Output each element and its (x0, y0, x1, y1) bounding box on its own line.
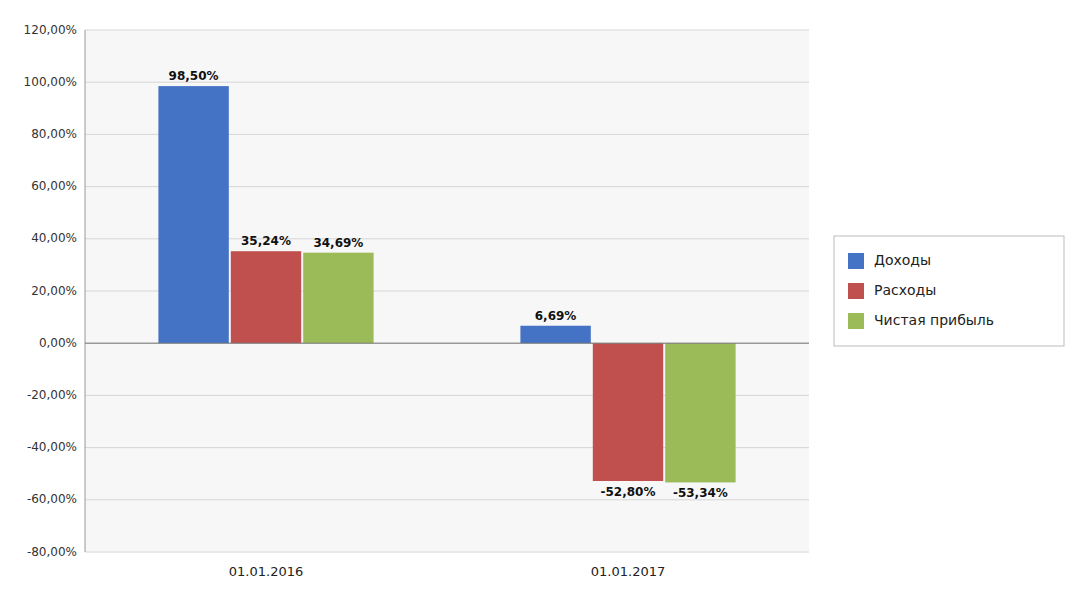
y-tick-label: 0,00% (39, 336, 77, 350)
bar (303, 253, 373, 344)
bars (158, 86, 735, 482)
data-label: 35,24% (241, 234, 291, 248)
y-tick-label: 100,00% (24, 75, 77, 89)
chart-svg: -80,00% -60,00% -40,00% -20,00% 0,00% 20,00% 4… (0, 0, 1079, 602)
y-tick-label: -60,00% (27, 492, 77, 506)
y-tick-label: 60,00% (31, 179, 77, 193)
legend-label: Доходы (874, 252, 931, 268)
zero-line (85, 343, 809, 344)
x-tick-label: 01.01.2017 (591, 564, 665, 579)
data-label: -53,34% (673, 486, 728, 500)
legend-label: Чистая прибыль (874, 312, 994, 328)
page: {"chart_data": { "type": "bar", "categor… (0, 0, 1079, 602)
bar (665, 343, 735, 482)
x-tick-label: 01.01.2016 (229, 564, 303, 579)
data-labels: 98,50% 6,69% 35,24% -52,80% 34,69% -53,34% (169, 69, 728, 500)
x-axis: 01.01.2016 01.01.2017 (229, 564, 665, 579)
y-tick-label: -80,00% (27, 545, 77, 559)
y-tick-label: 80,00% (31, 127, 77, 141)
legend: Доходы Расходы Чистая прибыль (834, 236, 1064, 346)
data-label: 34,69% (313, 236, 363, 250)
legend-swatch (848, 313, 864, 329)
data-label: 98,50% (169, 69, 219, 83)
y-axis: -80,00% -60,00% -40,00% -20,00% 0,00% 20,00% 4… (24, 23, 809, 559)
bar (593, 343, 663, 481)
grid-line (85, 30, 809, 31)
plot-background (85, 30, 809, 552)
legend-swatch (848, 283, 864, 299)
y-axis-line (85, 30, 86, 552)
y-tick-label: -20,00% (27, 388, 77, 402)
y-tick-label: 40,00% (31, 231, 77, 245)
chart-container: -80,00% -60,00% -40,00% -20,00% 0,00% 20,00% 4… (0, 0, 1079, 602)
y-tick-label: 20,00% (31, 284, 77, 298)
data-label: -52,80% (601, 485, 656, 499)
bar (520, 326, 590, 343)
bar (231, 251, 301, 343)
y-tick-label: -40,00% (27, 440, 77, 454)
legend-label: Расходы (874, 282, 936, 298)
grid-line (85, 552, 809, 553)
legend-swatch (848, 253, 864, 269)
y-tick-label: 120,00% (24, 23, 77, 37)
grid-line (85, 343, 809, 344)
bar (158, 86, 228, 343)
data-label: 6,69% (535, 309, 577, 323)
legend-frame (834, 236, 1064, 346)
